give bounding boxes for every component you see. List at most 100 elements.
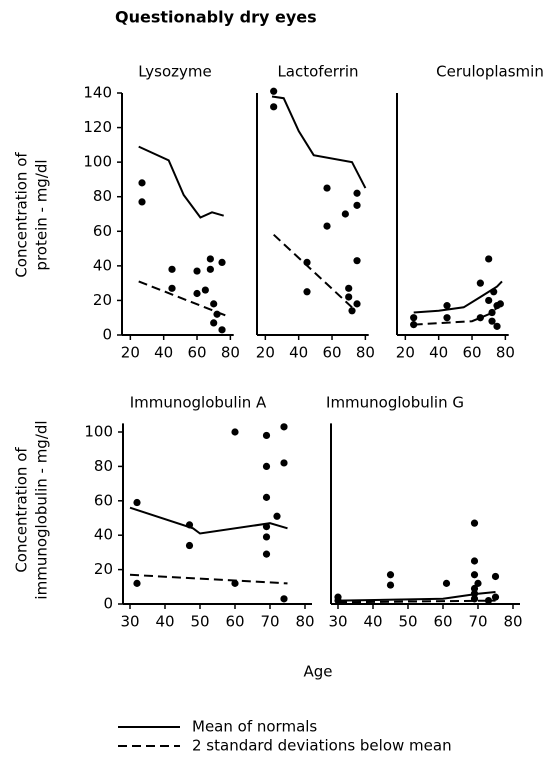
panel-title: Immunoglobulin G [326,394,464,412]
data-point [168,284,176,292]
data-point [353,300,361,308]
x-tick-label: 60 [322,344,341,362]
data-point [488,317,496,325]
data-point [280,595,288,603]
data-point [485,255,493,263]
data-point [168,265,176,273]
y-tick-label: 140 [83,84,112,102]
data-point [262,523,271,531]
x-tick-label: 40 [155,613,174,631]
sd-line [129,573,288,585]
x-tick-label: 40 [363,613,382,631]
panel-title: Lactoferrin [277,63,358,81]
data-point [334,596,342,605]
legend-label: 2 standard deviations below mean [192,737,452,755]
data-point [280,459,288,467]
x-tick-label: 70 [260,613,279,631]
data-point [491,593,500,601]
panel-title: Ceruloplasmin [436,63,544,81]
data-point [133,579,141,587]
y-axis-label: protein - mg/dl [33,159,51,270]
data-point [410,321,418,329]
data-point [474,579,482,587]
data-point [491,572,500,581]
data-point [484,596,493,605]
data-point [270,103,278,111]
data-point [210,300,218,308]
mean-line [271,95,367,189]
data-point [353,189,361,197]
data-point [210,319,218,327]
data-point [485,296,493,305]
data-point [496,300,504,308]
data-point [303,258,311,266]
data-point [470,519,479,527]
data-point [493,322,501,330]
x-tick-label: 20 [256,344,275,362]
y-axis-label: Concentration of [13,447,31,573]
data-point [262,431,271,440]
data-point [470,595,479,603]
y-tick-label: 40 [93,256,112,274]
data-point [323,222,331,230]
data-point [470,584,479,593]
figure-title: Questionably dry eyes [115,8,317,27]
y-tick-label: 20 [93,291,112,309]
data-point [470,571,479,579]
x-tick-label: 80 [356,344,375,362]
y-tick-label: 20 [94,560,113,578]
sd-line [413,303,503,326]
sd-line [138,280,228,317]
x-tick-label: 50 [398,613,417,631]
x-tick-label: 60 [433,613,452,631]
y-tick-label: 40 [94,526,113,544]
data-point [193,289,201,298]
data-point [262,493,271,501]
data-point [273,512,281,520]
sd-line [337,599,496,604]
data-point [476,279,484,287]
y-tick-label: 60 [93,222,112,240]
data-point [206,265,214,273]
panel-title: Lysozyme [138,63,211,81]
data-point [231,579,239,587]
x-tick-label: 30 [328,613,347,631]
y-tick-label: 0 [102,326,112,344]
data-point [262,533,271,541]
x-tick-label: 60 [187,344,206,362]
y-tick-label: 120 [83,118,112,136]
mean-line [129,506,288,535]
x-tick-label: 80 [503,613,522,631]
x-tick-label: 70 [468,613,487,631]
x-tick-label: 30 [120,613,139,631]
x-tick-label: 60 [225,613,244,631]
data-point [138,198,146,206]
x-tick-label: 80 [221,344,240,362]
data-point [345,284,353,292]
data-point [185,541,194,550]
y-axis-label: immunoglobulin - mg/dl [33,420,51,599]
x-tick-label: 40 [429,344,448,362]
y-tick-label: 100 [84,423,113,441]
data-point [345,293,353,301]
x-tick-label: 80 [295,613,314,631]
x-tick-label: 80 [496,344,515,362]
y-tick-label: 80 [94,457,113,475]
x-axis-label: Age [303,663,332,681]
sd-line [273,233,353,309]
y-axis-label: Concentration of [13,152,31,278]
data-point [185,521,194,529]
data-point [386,581,395,589]
x-tick-label: 20 [396,344,415,362]
data-point [303,288,311,296]
data-point [470,590,479,598]
data-point [442,579,451,587]
data-point [138,179,146,187]
x-tick-label: 40 [289,344,308,362]
y-tick-label: 0 [103,595,113,613]
data-point [353,201,361,209]
data-point [348,307,356,315]
panel-title: Immunoglobulin A [130,394,267,412]
